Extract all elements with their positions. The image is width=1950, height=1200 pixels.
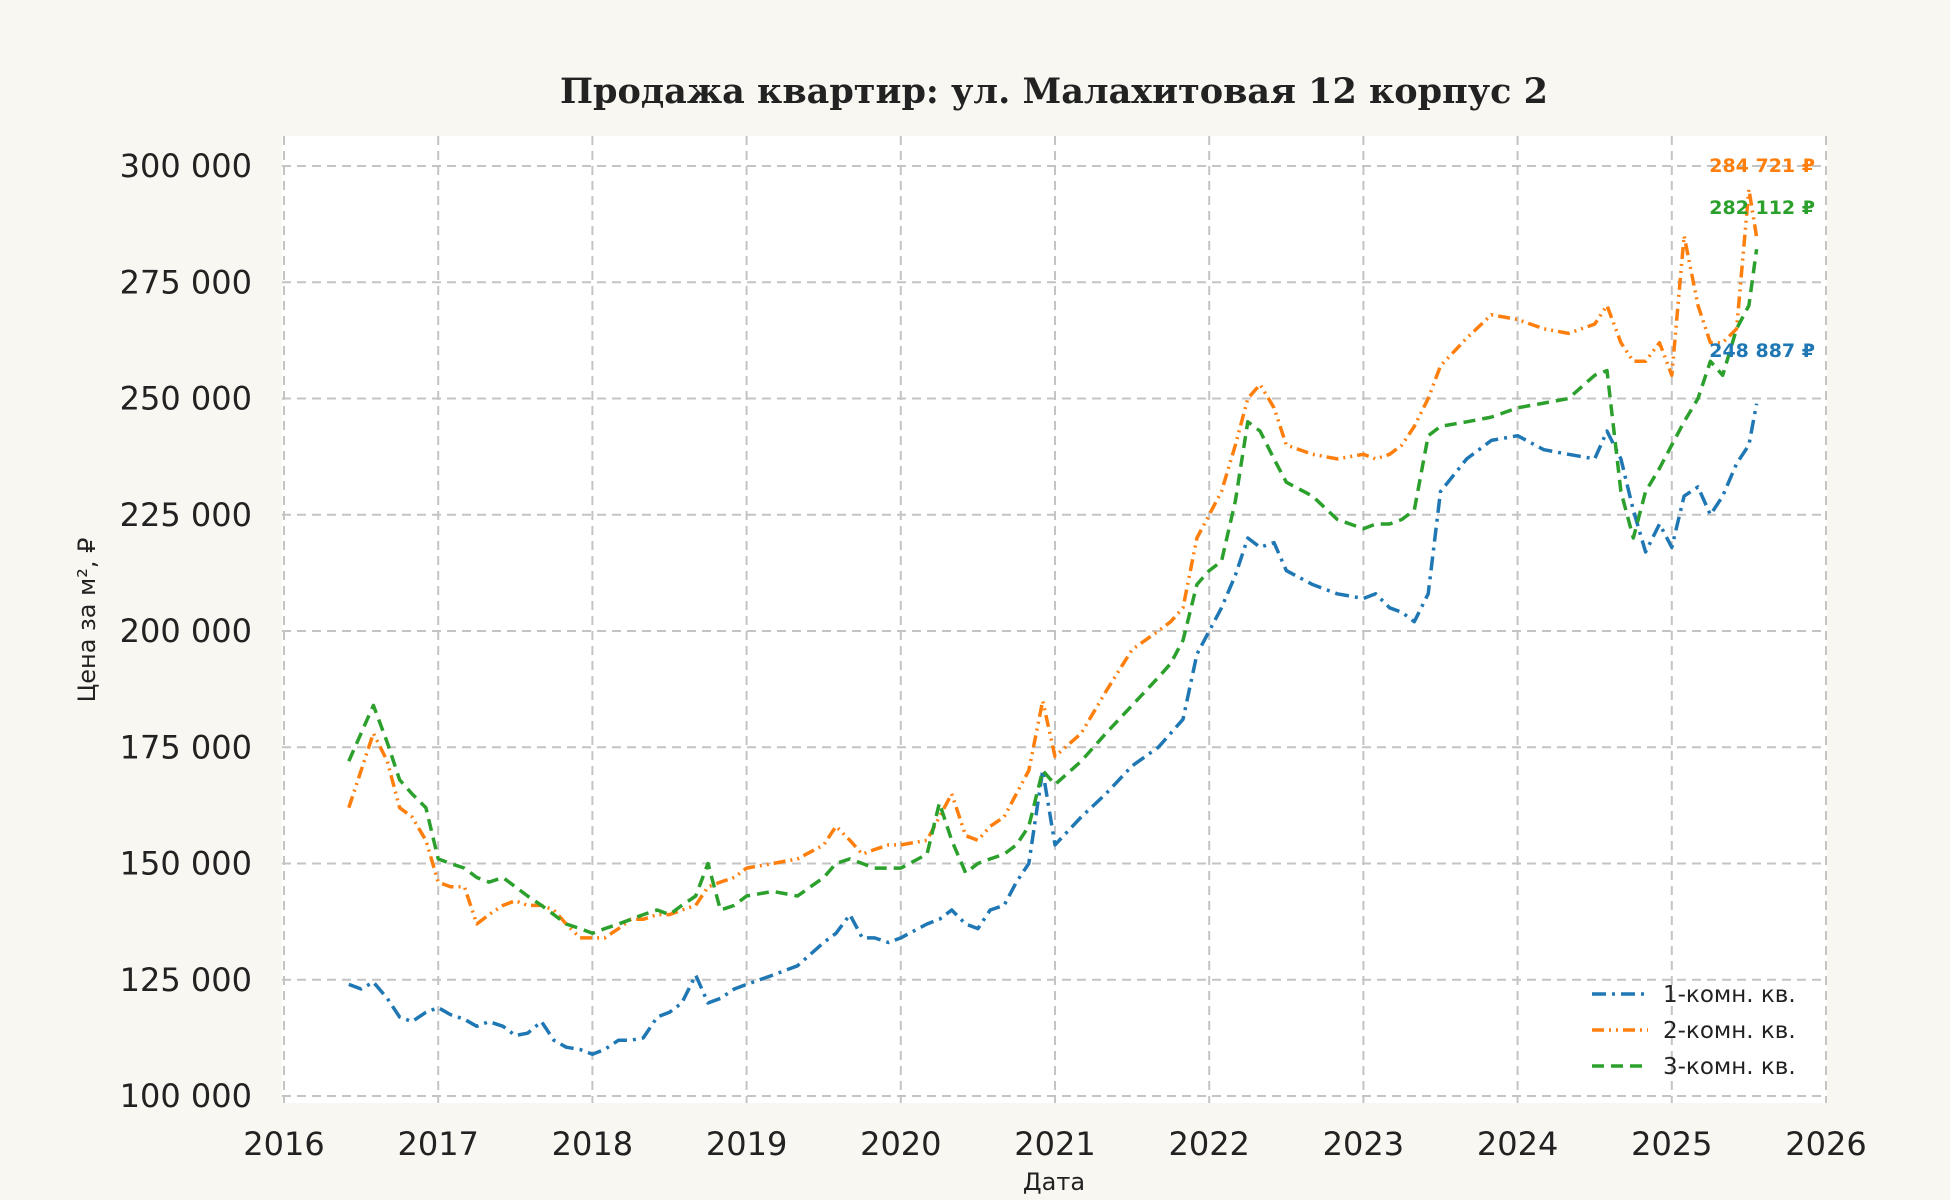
x-tick-label: 2024	[1477, 1125, 1558, 1163]
x-tick-label: 2017	[397, 1125, 478, 1163]
y-axis-ticks: 100 000 125 000 150 000 175 000 200 000 225 0…	[120, 147, 252, 1115]
y-tick-label: 150 000	[120, 845, 252, 883]
y-tick-label: 275 000	[120, 263, 252, 301]
y-tick-label: 125 000	[120, 961, 252, 999]
legend-label-2: 2-комн. кв.	[1663, 1018, 1796, 1044]
legend-label-1: 1-комн. кв.	[1663, 982, 1796, 1008]
x-axis-label: Дата	[1023, 1168, 1085, 1196]
series-lines	[347, 187, 1759, 1056]
grid	[282, 136, 1827, 1103]
end-labels: 248 887 ₽ 284 721 ₽ 282 112 ₽	[1709, 155, 1815, 362]
end-label-series-1: 248 887 ₽	[1709, 340, 1815, 362]
x-tick-label: 2021	[1014, 1125, 1095, 1163]
y-axis-label: Цена за м², ₽	[73, 538, 101, 703]
x-tick-label: 2022	[1168, 1125, 1249, 1163]
chart-title: Продажа квартир: ул. Малахитовая 12 корп…	[560, 71, 1548, 112]
y-tick-label: 225 000	[120, 496, 252, 534]
y-tick-label: 250 000	[120, 380, 252, 418]
series-line-1	[348, 403, 1759, 1056]
x-tick-label: 2025	[1631, 1125, 1712, 1163]
y-tick-label: 200 000	[120, 612, 252, 650]
x-axis-ticks: 2016 2017 2018 2019 2020 2021 2022 2023 2024 2025…	[243, 1125, 1866, 1163]
y-tick-label: 300 000	[120, 147, 252, 185]
legend: 1-комн. кв. 2-комн. кв. 3-комн. кв.	[1592, 982, 1796, 1080]
y-tick-label: 100 000	[120, 1077, 252, 1115]
x-tick-label: 2020	[860, 1125, 941, 1163]
x-tick-label: 2023	[1323, 1125, 1404, 1163]
series-line-3	[347, 248, 1759, 936]
y-tick-label: 175 000	[120, 728, 252, 766]
x-tick-label: 2026	[1785, 1125, 1866, 1163]
end-label-series-3: 282 112 ₽	[1709, 197, 1815, 219]
series-line-2	[347, 187, 1759, 940]
x-tick-label: 2016	[243, 1125, 324, 1163]
end-label-series-2: 284 721 ₽	[1709, 155, 1815, 177]
x-tick-label: 2018	[552, 1125, 633, 1163]
legend-label-3: 3-комн. кв.	[1663, 1054, 1796, 1080]
x-tick-label: 2019	[706, 1125, 787, 1163]
